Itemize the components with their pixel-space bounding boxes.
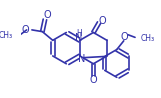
Text: N: N — [75, 33, 83, 43]
Text: O: O — [121, 32, 128, 42]
Text: CH₃: CH₃ — [0, 31, 13, 40]
Text: N: N — [78, 54, 85, 64]
Text: O: O — [99, 16, 106, 26]
Text: O: O — [44, 10, 51, 20]
Text: O: O — [90, 75, 97, 85]
Text: CH₃: CH₃ — [141, 34, 155, 43]
Text: H: H — [76, 29, 82, 38]
Text: O: O — [22, 25, 29, 35]
